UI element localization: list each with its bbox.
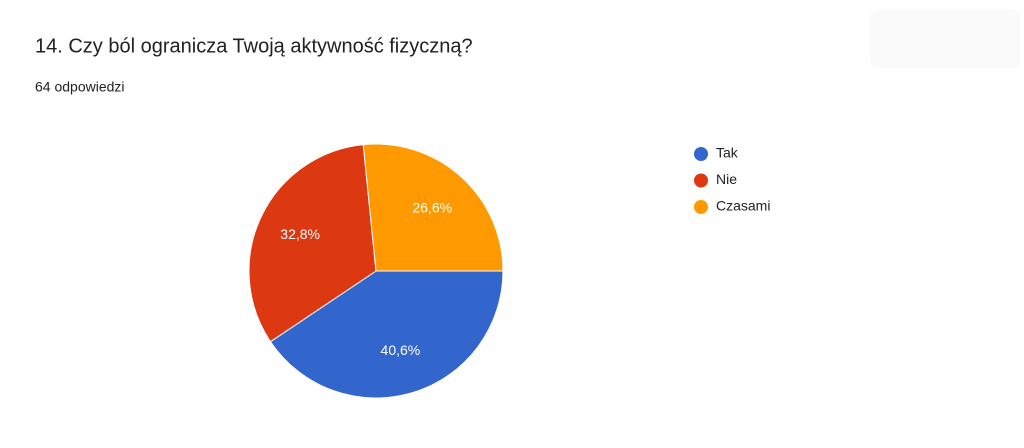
legend-label: Nie bbox=[716, 171, 737, 187]
data-label: 32,8% bbox=[280, 226, 320, 242]
data-label: 40,6% bbox=[381, 342, 421, 358]
legend-label: Czasami bbox=[716, 198, 770, 214]
chart-title: 14. Czy ból ogranicza Twoją aktywność fi… bbox=[35, 35, 473, 57]
pie-slice bbox=[248, 144, 377, 343]
decoration bbox=[870, 10, 1020, 68]
pie-slice bbox=[362, 143, 504, 272]
pie-slice bbox=[269, 270, 504, 399]
legend-swatch bbox=[694, 147, 708, 161]
legend-swatch bbox=[694, 173, 708, 188]
legend-swatch bbox=[694, 200, 708, 214]
legend-label: Tak bbox=[716, 145, 739, 161]
chart-subtitle: 64 odpowiedzi bbox=[35, 79, 125, 95]
data-label: 26,6% bbox=[412, 200, 452, 216]
